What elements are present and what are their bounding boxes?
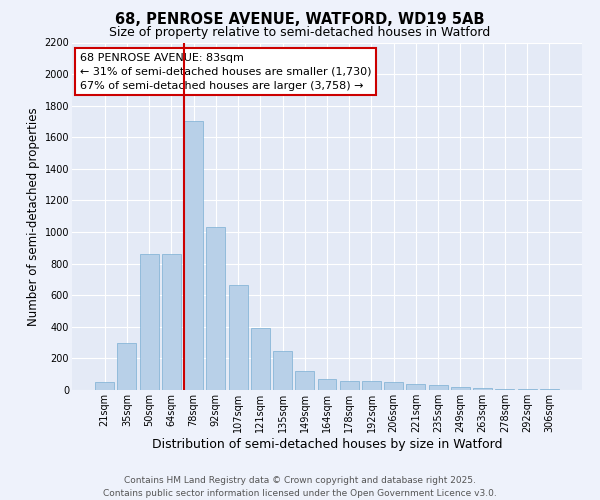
Text: 68, PENROSE AVENUE, WATFORD, WD19 5AB: 68, PENROSE AVENUE, WATFORD, WD19 5AB xyxy=(115,12,485,28)
Bar xyxy=(295,371,314,390)
Text: 68 PENROSE AVENUE: 83sqm
← 31% of semi-detached houses are smaller (1,730)
67% o: 68 PENROSE AVENUE: 83sqm ← 31% of semi-d… xyxy=(80,53,371,91)
Bar xyxy=(184,122,203,390)
Bar xyxy=(518,389,536,390)
Bar xyxy=(473,388,492,390)
Bar xyxy=(406,384,425,390)
Bar xyxy=(496,389,514,390)
Bar xyxy=(95,382,114,390)
Bar xyxy=(162,254,181,390)
Text: Contains HM Land Registry data © Crown copyright and database right 2025.
Contai: Contains HM Land Registry data © Crown c… xyxy=(103,476,497,498)
Bar xyxy=(384,382,403,390)
Bar xyxy=(206,226,225,390)
Bar xyxy=(340,380,359,390)
Bar xyxy=(451,387,470,390)
Bar xyxy=(273,352,292,390)
Bar xyxy=(251,328,270,390)
Bar xyxy=(317,379,337,390)
Y-axis label: Number of semi-detached properties: Number of semi-detached properties xyxy=(28,107,40,326)
Bar xyxy=(140,254,158,390)
Text: Size of property relative to semi-detached houses in Watford: Size of property relative to semi-detach… xyxy=(109,26,491,39)
Bar xyxy=(118,342,136,390)
X-axis label: Distribution of semi-detached houses by size in Watford: Distribution of semi-detached houses by … xyxy=(152,438,502,450)
Bar xyxy=(429,386,448,390)
Bar xyxy=(362,382,381,390)
Bar xyxy=(229,285,248,390)
Bar xyxy=(540,389,559,390)
